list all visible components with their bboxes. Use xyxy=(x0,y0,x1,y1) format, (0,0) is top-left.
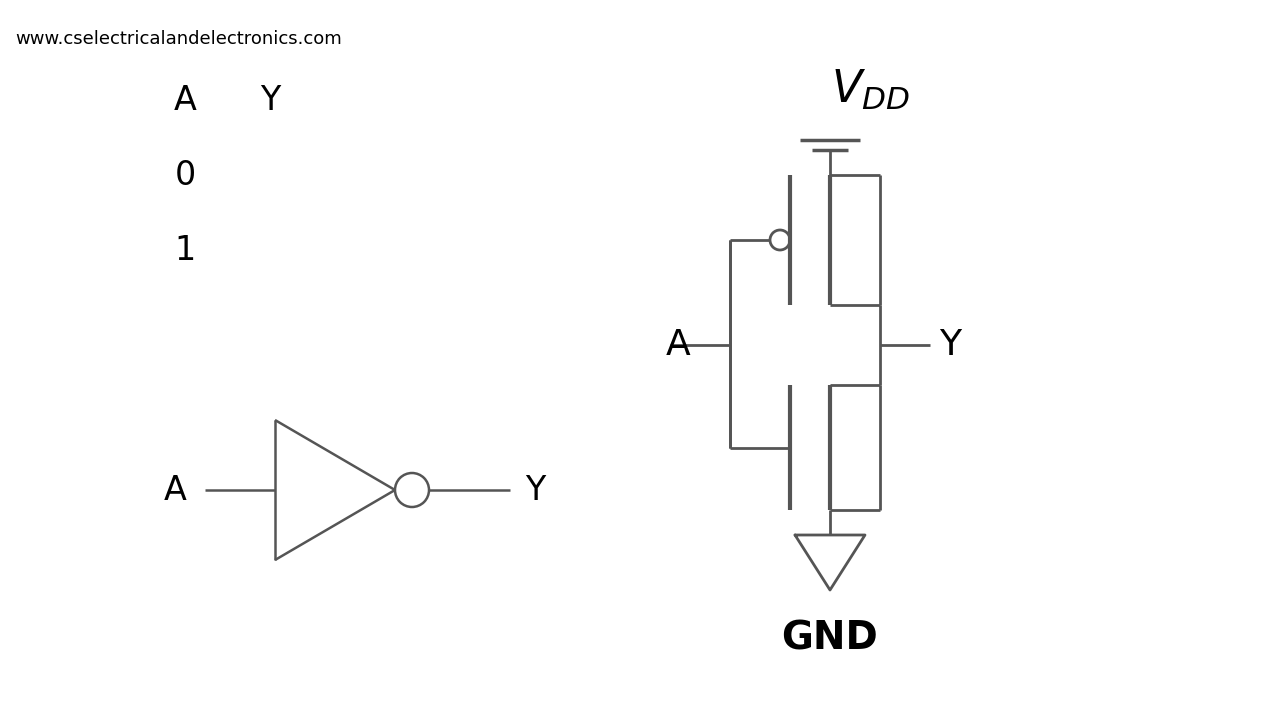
Text: 0: 0 xyxy=(174,158,196,192)
Text: Y: Y xyxy=(940,328,961,362)
Text: A: A xyxy=(174,84,196,117)
Text: $V_{DD}$: $V_{DD}$ xyxy=(831,68,910,112)
Text: www.cselectricalandelectronics.com: www.cselectricalandelectronics.com xyxy=(15,30,342,48)
Text: GND: GND xyxy=(782,620,878,658)
Text: Y: Y xyxy=(260,84,280,117)
Text: Y: Y xyxy=(525,474,545,506)
Text: 1: 1 xyxy=(174,233,196,266)
Text: A: A xyxy=(666,328,690,362)
Text: A: A xyxy=(164,474,187,506)
